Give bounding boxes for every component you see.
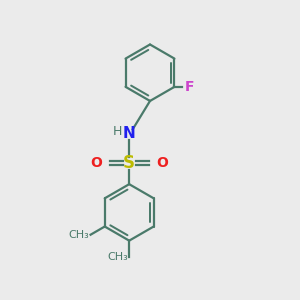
Text: F: F: [185, 80, 194, 94]
Text: CH₃: CH₃: [107, 252, 128, 262]
Text: H: H: [113, 125, 123, 138]
Text: S: S: [123, 154, 135, 172]
Text: N: N: [123, 126, 136, 141]
Text: CH₃: CH₃: [68, 230, 89, 240]
Text: O: O: [156, 156, 168, 170]
Text: O: O: [91, 156, 102, 170]
